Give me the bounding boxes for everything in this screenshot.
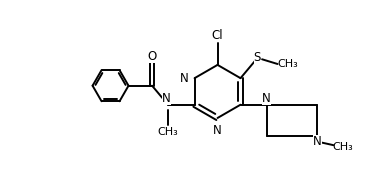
Text: N: N [313, 135, 322, 148]
Text: N: N [162, 92, 171, 105]
Text: S: S [254, 51, 261, 64]
Text: CH₃: CH₃ [277, 59, 298, 69]
Text: N: N [180, 72, 189, 85]
Text: N: N [262, 92, 270, 105]
Text: CH₃: CH₃ [333, 142, 353, 152]
Text: O: O [147, 50, 157, 63]
Text: CH₃: CH₃ [158, 127, 178, 137]
Text: Cl: Cl [212, 29, 223, 42]
Text: N: N [213, 124, 222, 137]
